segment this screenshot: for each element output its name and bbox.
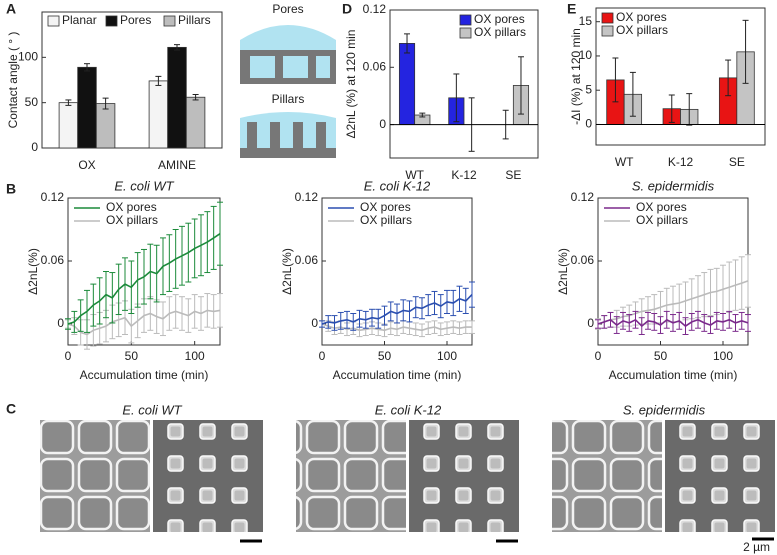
y-axis-label: -ΔI (%) at 120 min [569,28,583,125]
bar [167,46,187,149]
legend-label: OX pores [616,10,667,24]
plot-frame [389,9,539,159]
x-axis-label: Accumulation time (min) [609,368,738,382]
schematic: Pores Pillars [240,2,336,158]
chart-title: E. coli K-12 [364,178,431,193]
y-tick-label: 50 [25,95,39,109]
series-line [597,318,749,328]
x-tick-label: 0 [319,349,326,363]
x-tick-label: AMINE [158,158,196,172]
x-tick-label: 100 [713,349,733,363]
y-tick-label: 0 [311,316,318,330]
plot-frame [41,11,223,149]
panel-label: C [6,401,16,417]
y-axis-label: Δ2nL(%) [26,248,40,295]
legend-label: Pores [120,13,151,27]
x-tick-label: WT [615,155,634,169]
legend-swatch [47,15,60,27]
bar [77,66,97,149]
y-tick-label: 0 [585,117,592,131]
x-tick-label: 50 [654,349,668,363]
x-tick-label: 100 [185,349,205,363]
y-tick-label: 0.06 [363,59,387,73]
series-line [321,323,472,332]
series-line [321,294,473,325]
legend-swatch [459,27,472,39]
x-axis-label: Accumulation time (min) [333,368,462,382]
legend-label: OX pillars [636,213,688,227]
legend-swatch [105,15,118,27]
legend-label: OX pillars [474,25,526,39]
micrograph-title: S. epidermidis [623,402,706,417]
scale-label: 2 µm [743,540,770,554]
bar [95,103,116,149]
legend-swatch [163,15,176,27]
y-tick-label: 0.12 [41,190,65,204]
x-tick-label: SE [505,168,521,182]
legend-label: OX pillars [616,23,668,37]
chart-title: E. coli WT [114,178,174,193]
y-tick-label: 0.06 [41,253,65,267]
y-axis-label: Δ2nL(%) [280,248,294,295]
legend-label: OX pores [474,12,525,26]
schematic-label: Pores [272,2,303,16]
y-tick-label: 0.06 [295,253,319,267]
x-axis-label: Accumulation time (min) [80,368,209,382]
bar [148,80,169,149]
y-tick-label: 0 [31,140,38,154]
legend-swatch [601,25,614,37]
x-tick-label: 50 [378,349,392,363]
y-tick-label: 5 [585,82,592,96]
y-tick-label: 15 [579,14,593,28]
panel-label: D [342,1,352,17]
micrographs: E. coli WT E. coli K-12 S. epidermidis 2… [40,402,775,554]
y-tick-label: 0 [587,316,594,330]
y-tick-label: 0.06 [571,253,595,267]
schematic-label: Pillars [272,92,305,106]
x-tick-label: K-12 [451,168,477,182]
micrograph-title: E. coli WT [122,402,182,417]
y-axis-label: Δ2nL (%) at 120 min [344,30,358,139]
y-tick-label: 10 [579,48,593,62]
y-tick-label: 100 [18,50,38,64]
series-line [67,233,221,325]
y-axis-label: Δ2nL(%) [556,248,570,295]
plot-frame [67,197,221,346]
plot-frame [595,7,766,146]
plot-frame [321,197,473,346]
x-tick-label: WT [405,168,424,182]
y-tick-label: 0.12 [295,190,319,204]
x-tick-label: 50 [125,349,139,363]
panel-label: A [6,1,16,17]
legend-label: OX pores [636,200,687,214]
x-tick-label: 0 [595,349,602,363]
x-tick-label: K-12 [668,155,694,169]
legend-label: OX pillars [360,213,412,227]
x-tick-label: OX [78,158,95,172]
series-line [67,309,221,336]
y-tick-label: 0 [57,316,64,330]
bar [398,43,416,125]
legend-label: OX pores [360,200,411,214]
panel-label: E [567,1,576,17]
chart-title: S. epidermidis [632,178,715,193]
legend-label: Pillars [178,13,211,27]
panel-label: B [6,181,16,197]
legend-label: Planar [62,13,97,27]
y-axis-label: Contact angle ( ° ) [6,32,20,129]
x-tick-label: SE [729,155,745,169]
legend-swatch [601,12,614,24]
x-tick-label: 0 [65,349,72,363]
legend-label: OX pores [106,200,157,214]
y-tick-label: 0.12 [363,2,387,16]
bar [185,96,206,149]
y-tick-label: 0 [379,117,386,131]
y-tick-label: 0.12 [571,190,595,204]
legend-swatch [459,14,472,26]
bar [58,102,79,149]
micrograph-title: E. coli K-12 [375,402,442,417]
x-tick-label: 100 [437,349,457,363]
legend-label: OX pillars [106,213,158,227]
